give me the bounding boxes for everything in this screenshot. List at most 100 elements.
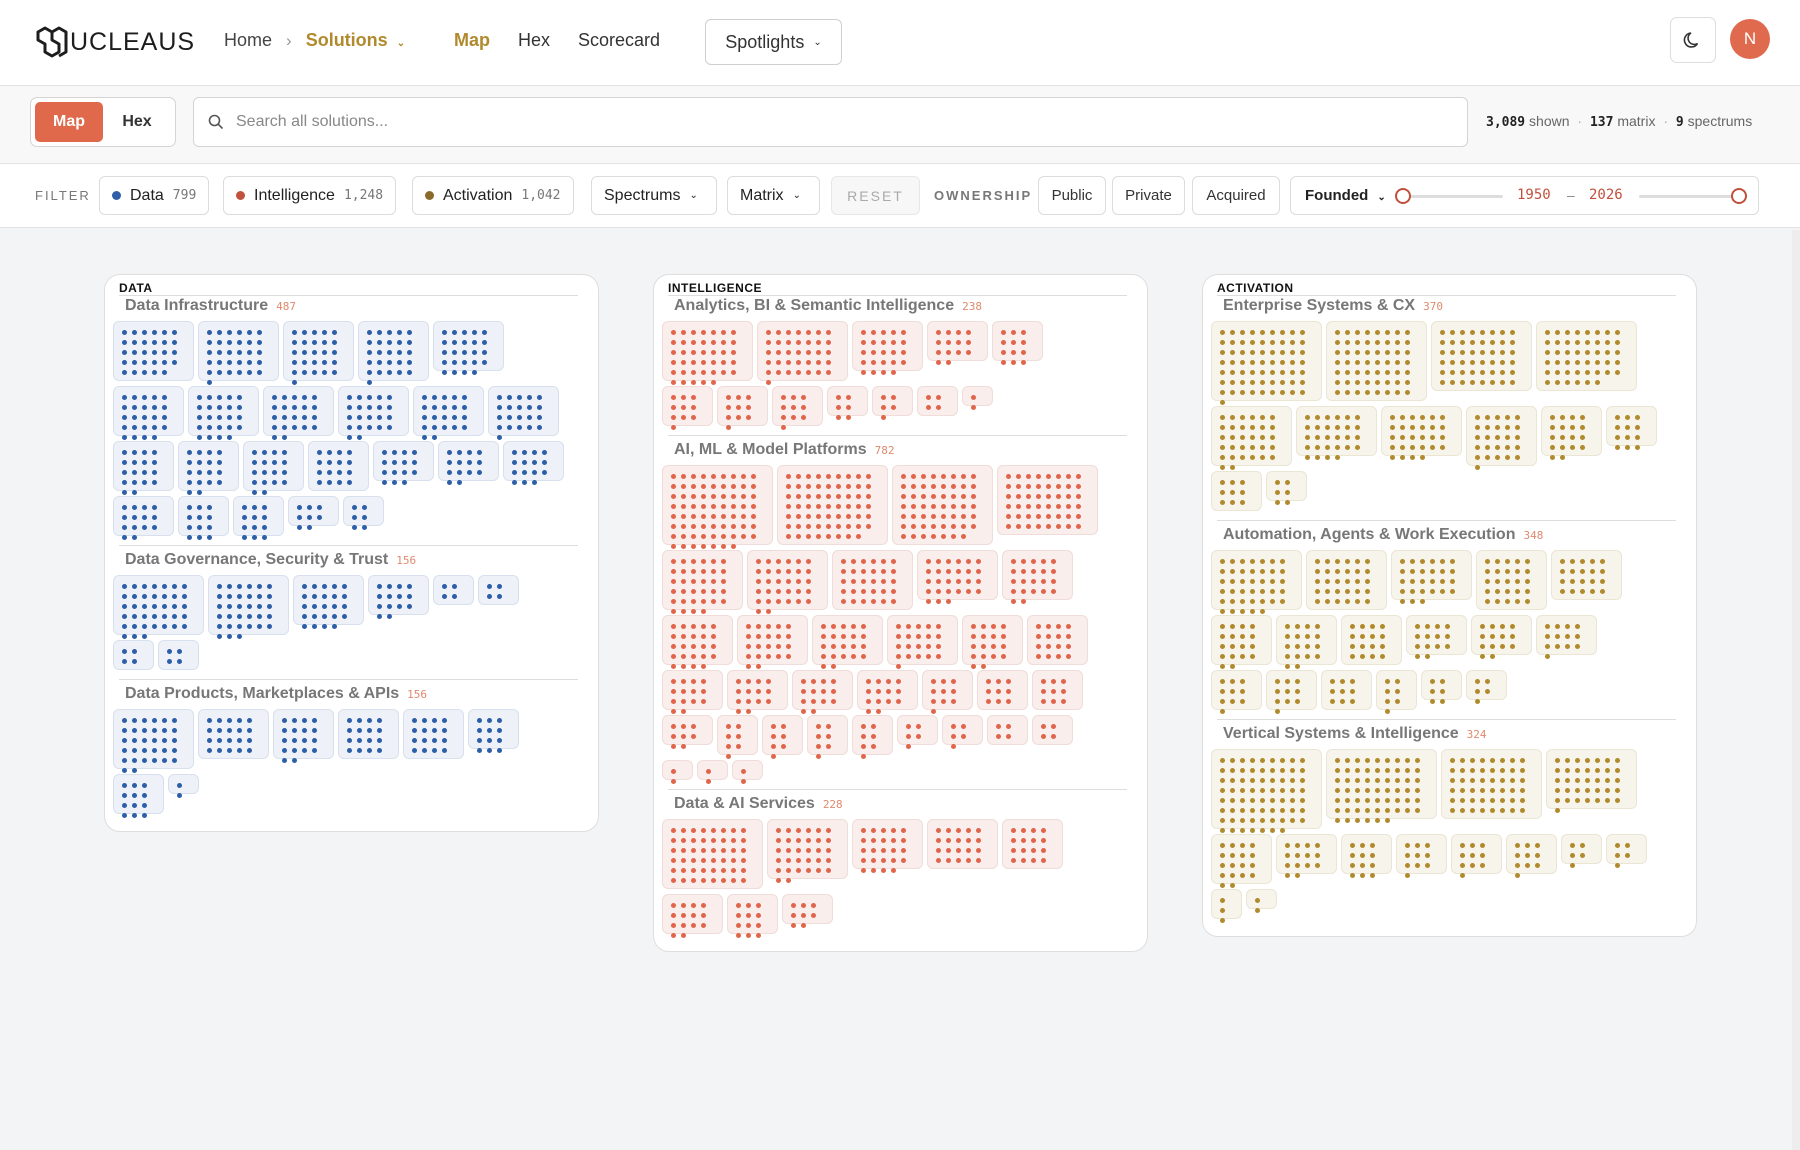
solution-dot[interactable] — [1280, 360, 1285, 365]
solution-dot[interactable] — [122, 350, 127, 355]
solution-dot[interactable] — [1230, 689, 1235, 694]
solution-dot[interactable] — [207, 535, 212, 540]
solution-dot[interactable] — [861, 744, 866, 749]
solution-dot[interactable] — [946, 569, 951, 574]
solution-dot[interactable] — [522, 470, 527, 475]
solution-dot[interactable] — [711, 624, 716, 629]
solution-dot[interactable] — [1460, 808, 1465, 813]
solution-dot[interactable] — [132, 758, 137, 763]
solution-dot[interactable] — [721, 330, 726, 335]
solution-dot[interactable] — [951, 744, 956, 749]
solution-dot[interactable] — [1430, 425, 1435, 430]
solution-dot[interactable] — [1220, 644, 1225, 649]
matrix-tile[interactable] — [1476, 550, 1547, 610]
solution-dot[interactable] — [142, 718, 147, 723]
solution-dot[interactable] — [796, 370, 801, 375]
solution-dot[interactable] — [1270, 330, 1275, 335]
solution-dot[interactable] — [517, 425, 522, 430]
solution-dot[interactable] — [302, 415, 307, 420]
solution-dot[interactable] — [826, 724, 831, 729]
matrix-tile[interactable] — [178, 496, 229, 540]
solution-dot[interactable] — [936, 858, 941, 863]
solution-dot[interactable] — [871, 868, 876, 873]
solution-dot[interactable] — [921, 504, 926, 509]
solution-dot[interactable] — [826, 734, 831, 739]
solution-dot[interactable] — [152, 450, 157, 455]
solution-dot[interactable] — [1615, 340, 1620, 345]
solution-dot[interactable] — [1635, 435, 1640, 440]
solution-dot[interactable] — [1525, 853, 1530, 858]
solution-dot[interactable] — [881, 828, 886, 833]
solution-dot[interactable] — [1220, 350, 1225, 355]
solution-dot[interactable] — [886, 679, 891, 684]
solution-dot[interactable] — [302, 728, 307, 733]
solution-dot[interactable] — [1220, 559, 1225, 564]
solution-dot[interactable] — [741, 474, 746, 479]
solution-dot[interactable] — [442, 405, 447, 410]
solution-dot[interactable] — [452, 584, 457, 589]
solution-dot[interactable] — [671, 913, 676, 918]
solution-dot[interactable] — [1565, 768, 1570, 773]
matrix-tile[interactable] — [807, 715, 848, 759]
matrix-tile[interactable] — [1396, 834, 1447, 878]
solution-dot[interactable] — [1460, 350, 1465, 355]
solution-dot[interactable] — [1345, 350, 1350, 355]
solution-dot[interactable] — [1460, 788, 1465, 793]
solution-dot[interactable] — [1490, 644, 1495, 649]
solution-dot[interactable] — [971, 524, 976, 529]
solution-dot[interactable] — [517, 395, 522, 400]
solution-dot[interactable] — [297, 515, 302, 520]
solution-dot[interactable] — [247, 350, 252, 355]
solution-dot[interactable] — [766, 689, 771, 694]
solution-dot[interactable] — [1395, 788, 1400, 793]
solution-dot[interactable] — [786, 848, 791, 853]
solution-dot[interactable] — [1250, 360, 1255, 365]
solution-dot[interactable] — [1315, 559, 1320, 564]
solution-dot[interactable] — [457, 470, 462, 475]
solution-dot[interactable] — [337, 450, 342, 455]
solution-dot[interactable] — [756, 644, 761, 649]
matrix-tile[interactable] — [113, 640, 154, 670]
solution-dot[interactable] — [836, 534, 841, 539]
solution-dot[interactable] — [1510, 370, 1515, 375]
solution-dot[interactable] — [1006, 504, 1011, 509]
solution-dot[interactable] — [132, 813, 137, 818]
solution-dot[interactable] — [786, 644, 791, 649]
solution-dot[interactable] — [776, 634, 781, 639]
solution-dot[interactable] — [746, 395, 751, 400]
solution-dot[interactable] — [1370, 624, 1375, 629]
solution-dot[interactable] — [1240, 559, 1245, 564]
solution-dot[interactable] — [1280, 788, 1285, 793]
solution-dot[interactable] — [1450, 330, 1455, 335]
solution-dot[interactable] — [1285, 699, 1290, 704]
solution-dot[interactable] — [1240, 579, 1245, 584]
solution-dot[interactable] — [252, 490, 257, 495]
solution-dot[interactable] — [1285, 654, 1290, 659]
solution-dot[interactable] — [1051, 569, 1056, 574]
solution-dot[interactable] — [746, 654, 751, 659]
solution-dot[interactable] — [402, 450, 407, 455]
solution-dot[interactable] — [272, 415, 277, 420]
solution-dot[interactable] — [1001, 634, 1006, 639]
solution-dot[interactable] — [1420, 415, 1425, 420]
solution-dot[interactable] — [1480, 654, 1485, 659]
solution-dot[interactable] — [1475, 679, 1480, 684]
solution-dot[interactable] — [806, 848, 811, 853]
solution-dot[interactable] — [976, 559, 981, 564]
solution-dot[interactable] — [801, 903, 806, 908]
solution-dot[interactable] — [816, 340, 821, 345]
solution-dot[interactable] — [776, 654, 781, 659]
solution-dot[interactable] — [671, 878, 676, 883]
solution-dot[interactable] — [1285, 863, 1290, 868]
solution-dot[interactable] — [1285, 689, 1290, 694]
solution-dot[interactable] — [821, 679, 826, 684]
solution-dot[interactable] — [736, 395, 741, 400]
solution-dot[interactable] — [881, 589, 886, 594]
solution-dot[interactable] — [966, 340, 971, 345]
solution-dot[interactable] — [881, 838, 886, 843]
solution-dot[interactable] — [771, 744, 776, 749]
solution-dot[interactable] — [946, 360, 951, 365]
solution-dot[interactable] — [1056, 644, 1061, 649]
solution-dot[interactable] — [527, 415, 532, 420]
solution-dot[interactable] — [871, 848, 876, 853]
